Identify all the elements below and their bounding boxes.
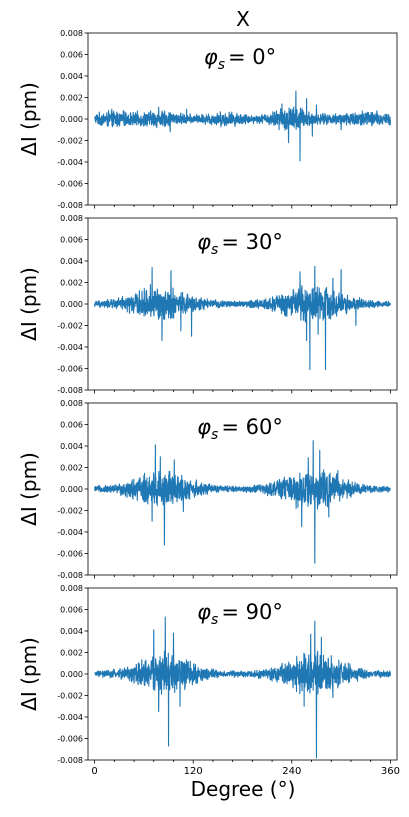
- y-tick-label: 0.006: [60, 606, 83, 615]
- y-tick-label: 0.002: [60, 279, 83, 288]
- signal-series-line: [94, 440, 391, 564]
- y-axis-label: ΔI (pm): [17, 267, 41, 341]
- phase-annotation: φs = 60°: [197, 415, 283, 443]
- x-tick-label: 0: [91, 766, 97, 777]
- y-tick-label: -0.008: [57, 386, 83, 395]
- y-tick-label: 0.000: [60, 115, 83, 124]
- y-tick-label: -0.004: [57, 343, 83, 352]
- y-tick-label: 0.006: [60, 51, 83, 60]
- y-tick-label: -0.008: [57, 201, 83, 210]
- subplot-2: -0.008 -0.006 -0.004 -0.002 0.000 0.002 0.004 0…: [17, 399, 398, 580]
- y-tick-label: 0.006: [60, 236, 83, 245]
- phase-annotation: φs = 0°: [204, 45, 276, 73]
- y-tick-label: -0.006: [57, 180, 83, 189]
- signal-series-line: [94, 90, 391, 162]
- y-tick-label: -0.008: [57, 571, 83, 580]
- y-axis-label: ΔI (pm): [17, 637, 41, 711]
- y-tick-label: -0.006: [57, 365, 83, 374]
- subplot-stack: -0.008 -0.006 -0.004 -0.002 0.000 0.002 0.004 0…: [17, 29, 400, 777]
- phase-annotation: φs = 30°: [197, 230, 283, 258]
- y-tick-label: -0.002: [57, 692, 83, 701]
- subplot-3: -0.008 -0.006 -0.004 -0.002 0.000 0.002 0.004 0…: [17, 584, 400, 777]
- y-tick-label: -0.006: [57, 735, 83, 744]
- y-tick-label: 0.004: [60, 257, 83, 266]
- y-tick-label: -0.004: [57, 528, 83, 537]
- signal-series-line: [94, 616, 391, 759]
- x-axis-label: Degree (°): [191, 777, 296, 801]
- y-tick-label: 0.000: [60, 300, 83, 309]
- y-axis-label: ΔI (pm): [17, 452, 41, 526]
- y-tick-label: 0.000: [60, 670, 83, 679]
- y-tick-label: 0.000: [60, 485, 83, 494]
- y-axis-label: ΔI (pm): [17, 82, 41, 156]
- y-tick-label: -0.002: [57, 322, 83, 331]
- y-tick-label: 0.004: [60, 627, 83, 636]
- signal-series-line: [94, 265, 391, 371]
- phase-annotation: φs = 90°: [197, 600, 283, 628]
- y-tick-label: 0.002: [60, 464, 83, 473]
- y-tick-label: 0.004: [60, 72, 83, 81]
- y-tick-label: 0.008: [60, 399, 83, 408]
- subplot-0: -0.008 -0.006 -0.004 -0.002 0.000 0.002 0.004 0…: [17, 29, 398, 210]
- y-tick-label: 0.008: [60, 584, 83, 593]
- y-tick-label: -0.002: [57, 507, 83, 516]
- y-tick-label: 0.006: [60, 421, 83, 430]
- figure-title: X: [236, 7, 250, 31]
- y-tick-label: 0.008: [60, 214, 83, 223]
- y-tick-label: -0.002: [57, 137, 83, 146]
- x-tick-label: 360: [381, 766, 400, 777]
- y-tick-label: 0.004: [60, 442, 83, 451]
- y-tick-label: -0.004: [57, 158, 83, 167]
- y-tick-label: -0.008: [57, 756, 83, 765]
- x-tick-label: 120: [184, 766, 203, 777]
- x-tick-label: 240: [282, 766, 301, 777]
- y-tick-label: 0.002: [60, 649, 83, 658]
- y-tick-label: 0.008: [60, 29, 83, 38]
- y-tick-label: -0.006: [57, 550, 83, 559]
- y-tick-label: -0.004: [57, 713, 83, 722]
- subplot-1: -0.008 -0.006 -0.004 -0.002 0.000 0.002 0.004 0…: [17, 214, 398, 395]
- y-tick-label: 0.002: [60, 94, 83, 103]
